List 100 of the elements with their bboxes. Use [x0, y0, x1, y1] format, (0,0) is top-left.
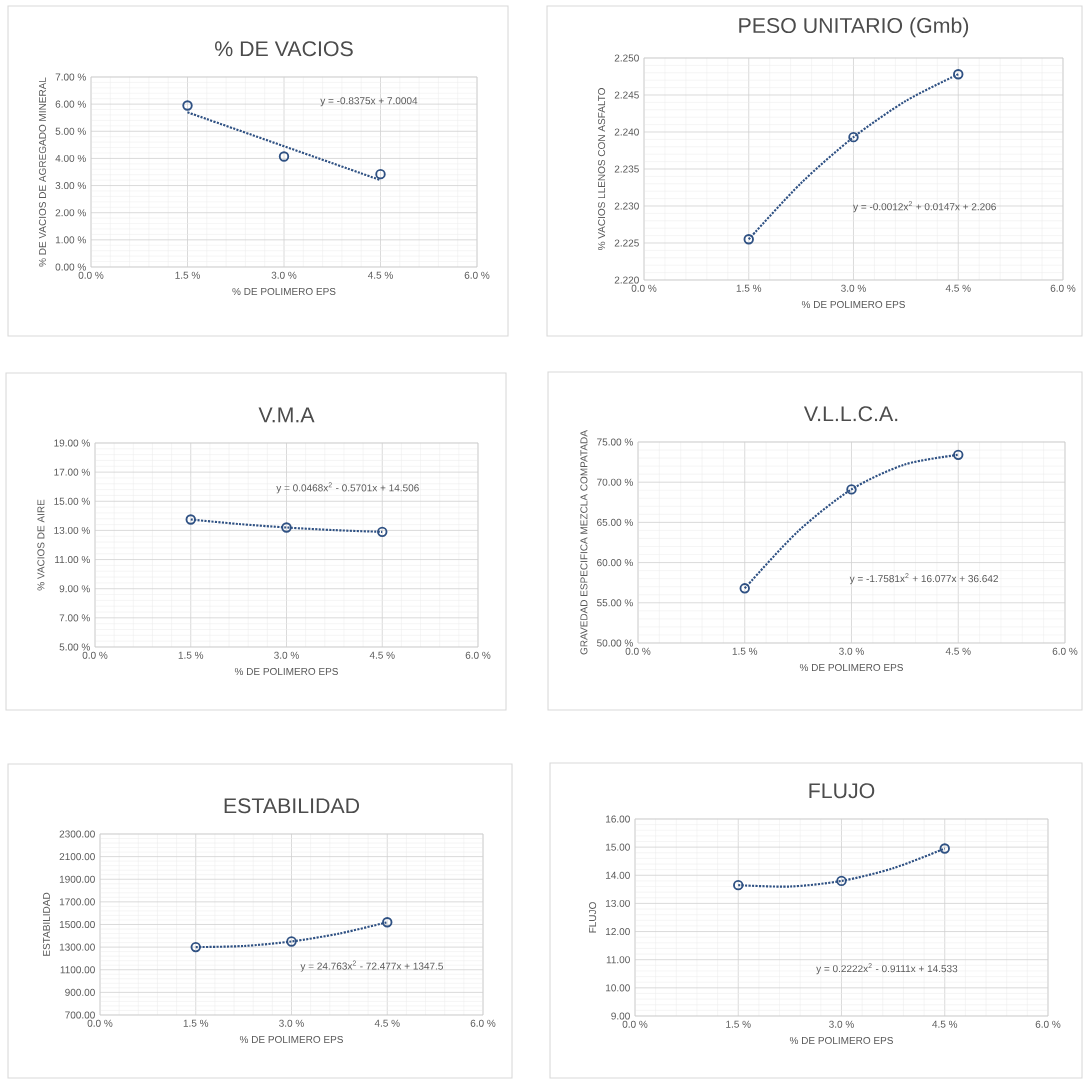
y-tick-label: 1700.00 — [59, 898, 95, 906]
annotation: y = 24.763x$^{2}$ - 72.477x + 1347.5 — [300, 960, 443, 972]
line-series — [737, 847, 946, 888]
y-tick-label: 1900.00 — [59, 875, 95, 883]
x-tick-label: 0.0 % — [82, 651, 108, 659]
x-tick-label: 3.0 % — [279, 1019, 304, 1027]
y-tick-label: 5.00 % — [59, 643, 90, 651]
x-axis-title: % DE POLIMERO EPS — [799, 663, 903, 672]
annotation: y = 0.2222x$^{2}$ - 0.9111x + 14.533 — [816, 963, 958, 975]
y-tick-label: 2.250 — [614, 54, 639, 62]
chart-title: PESO UNITARIO (Gmb) — [739, 17, 969, 38]
x-tick-label: 0.0 % — [622, 1020, 648, 1028]
y-tick-label: 50.00 % — [597, 639, 633, 647]
y-tick-label: 2300.00 — [59, 830, 95, 838]
y-tick-label: 2.230 — [614, 202, 639, 210]
y-tick-label: 6.00 % — [55, 100, 86, 108]
y-tick-label: 1500.00 — [59, 920, 95, 929]
y-tick-label: 700.00 — [65, 1011, 95, 1019]
x-tick-label: 1.5 % — [175, 271, 200, 279]
x-tick-label: 1.5 % — [178, 651, 204, 659]
x-tick-label: 4.5 % — [374, 1019, 400, 1027]
x-tick-label: 4.5 % — [932, 1020, 958, 1028]
x-tick-label: 6.0 % — [464, 271, 490, 279]
y-axis-title: ESTABILIDAD — [42, 892, 50, 956]
point — [939, 843, 950, 854]
point — [190, 941, 201, 953]
point — [743, 234, 754, 245]
y-tick-label: 5.00 % — [55, 127, 86, 135]
y-tick-label: 19.00 % — [54, 439, 90, 447]
line-series — [747, 73, 960, 241]
y-tick-label: 13.00 — [606, 899, 630, 907]
x-tick-label: 3.0 % — [271, 271, 297, 279]
x-tick-label: 6.0 % — [1052, 647, 1078, 655]
point — [953, 449, 964, 461]
chart-title: V.L.L.C.A. — [803, 406, 898, 422]
point — [836, 875, 847, 887]
y-tick-label: 7.00 % — [55, 73, 86, 81]
x-axis-title: % DE POLIMERO EPS — [789, 1036, 893, 1045]
y-tick-label: 13.00 % — [54, 526, 90, 534]
y-tick-label: 15.00 % — [54, 497, 90, 505]
y-tick-label: 70.00 % — [597, 478, 633, 486]
x-tick-label: 4.5 % — [945, 284, 971, 292]
y-tick-label: 14.00 — [606, 871, 630, 879]
annotation: y = -0.8375x + 7.0004 — [320, 97, 418, 107]
y-axis-title: % VACIOS LLENOS CON ASFALTO — [598, 88, 606, 251]
x-tick-label: 1.5 % — [726, 1020, 751, 1028]
y-tick-label: 2.240 — [614, 128, 639, 136]
y-tick-label: 900.00 — [65, 988, 95, 996]
y-tick-label: 7.00 % — [59, 614, 90, 622]
y-tick-label: 16.00 — [606, 815, 630, 823]
point — [286, 936, 297, 947]
y-tick-label: 12.00 — [606, 928, 630, 936]
x-tick-label: 1.5 % — [736, 284, 762, 292]
y-tick-label: 2.00 % — [55, 209, 86, 217]
y-tick-label: 1300.00 — [59, 943, 95, 951]
y-tick-label: 2100.00 — [59, 853, 95, 861]
point — [185, 514, 196, 525]
x-tick-label: 0.0 % — [78, 271, 104, 279]
x-tick-label: 4.5 % — [369, 651, 395, 659]
y-tick-label: 11.00 — [606, 956, 630, 964]
y-tick-label: 65.00 % — [597, 518, 633, 526]
y-tick-label: 10.00 — [606, 984, 630, 992]
x-tick-label: 3.0 % — [274, 651, 299, 659]
x-tick-label: 6.0 % — [465, 651, 491, 659]
y-tick-label: 2.235 — [614, 165, 639, 173]
y-tick-label: 11.00 % — [55, 556, 90, 564]
y-tick-label: 4.00 % — [55, 154, 86, 162]
y-tick-label: 55.00 % — [597, 599, 633, 607]
x-axis-title: % DE POLIMERO EPS — [234, 667, 338, 676]
y-tick-label: 9.00 — [611, 1012, 630, 1020]
x-tick-label: 1.5 % — [183, 1019, 209, 1027]
y-tick-label: 2.245 — [614, 91, 639, 99]
line-series — [189, 518, 384, 533]
y-tick-label: 0.00 % — [55, 263, 86, 271]
point — [281, 522, 292, 533]
y-axis-title: % VACIOS DE AIRE — [37, 499, 45, 591]
x-tick-label: 6.0 % — [1050, 284, 1076, 292]
x-axis-title: % DE POLIMERO EPS — [239, 1035, 343, 1044]
y-tick-label: 2.220 — [614, 276, 639, 284]
line-series — [194, 921, 389, 949]
point — [733, 879, 744, 891]
x-axis-title: % DE POLIMERO EPS — [232, 287, 336, 296]
x-tick-label: 0.0 % — [87, 1019, 113, 1027]
point — [375, 168, 386, 180]
y-tick-label: 75.00 % — [597, 438, 633, 446]
point — [846, 484, 857, 495]
chart-title: FLUJO — [809, 783, 875, 799]
line-series — [743, 453, 960, 590]
x-tick-label: 0.0 % — [625, 647, 651, 655]
x-axis-title: % DE POLIMERO EPS — [801, 300, 905, 309]
y-tick-label: 1100.00 — [60, 966, 95, 974]
point — [182, 100, 193, 111]
point — [377, 526, 388, 538]
x-tick-label: 4.5 % — [367, 271, 393, 279]
y-axis-title: % DE VACIOS DE AGREGADO MINERAL — [38, 77, 47, 267]
y-tick-label: 60.00 % — [597, 559, 633, 567]
chart-title: V.M.A — [258, 407, 315, 423]
point — [739, 583, 750, 594]
annotation: y = 0.0468x$^{2}$ - 0.5701x + 14.506 — [276, 482, 419, 494]
annotation: y = -0.0012x$^{2}$ + 0.0147x + 2.206 — [853, 201, 996, 213]
